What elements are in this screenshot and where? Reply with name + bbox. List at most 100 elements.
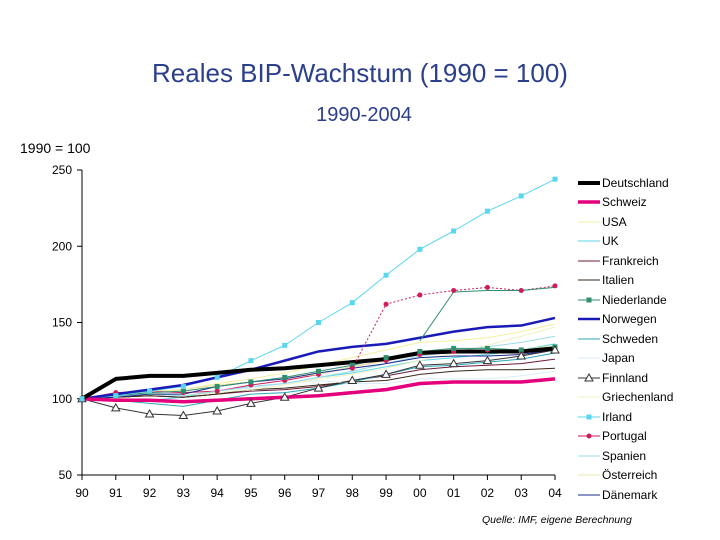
overlay-series-point-0 bbox=[349, 365, 355, 371]
series-point-6 bbox=[451, 345, 457, 351]
legend-marker bbox=[586, 414, 592, 420]
series-point-12 bbox=[282, 342, 288, 348]
legend-swatch bbox=[578, 318, 600, 321]
y-tick-label: 150 bbox=[52, 316, 72, 330]
legend-item: Portugal bbox=[578, 427, 673, 447]
chart-legend: Deutschland Schweiz USA UK Frankreich Italien… bbox=[578, 173, 673, 505]
legend-label: UK bbox=[602, 234, 619, 249]
legend-swatch bbox=[578, 455, 600, 457]
series-point-10 bbox=[516, 351, 527, 360]
legend-item: USA bbox=[578, 212, 673, 232]
x-tick-label: 00 bbox=[413, 486, 427, 500]
chart-title: Reales BIP-Wachstum (1990 = 100) bbox=[152, 58, 568, 88]
legend-swatch bbox=[578, 200, 600, 204]
series-point-10 bbox=[178, 410, 189, 420]
legend-label: Schweiz bbox=[602, 195, 647, 210]
series-point-10 bbox=[347, 375, 358, 384]
x-tick-label: 01 bbox=[447, 486, 461, 500]
y-tick-label: 250 bbox=[52, 163, 72, 177]
y-tick-label: 100 bbox=[52, 392, 72, 406]
legend-item: UK bbox=[578, 232, 673, 252]
legend-swatch bbox=[578, 260, 600, 262]
series-line-7 bbox=[81, 316, 556, 400]
x-tick-label: 04 bbox=[548, 486, 562, 500]
series-point-12 bbox=[248, 358, 254, 364]
overlay-series-point-0 bbox=[518, 287, 524, 293]
legend-swatch bbox=[578, 221, 600, 223]
series-point-6 bbox=[282, 374, 288, 380]
chart-subtitle: 1990-2004 bbox=[316, 104, 412, 126]
legend-swatch bbox=[578, 372, 600, 382]
source-note: Quelle: IMF, eigene Berechnung bbox=[482, 514, 632, 526]
y-tick-label: 200 bbox=[52, 239, 72, 253]
series-point-12 bbox=[316, 320, 321, 325]
legend-marker bbox=[584, 372, 594, 382]
x-tick-label: 94 bbox=[210, 486, 224, 500]
legend-label: Irland bbox=[602, 409, 633, 424]
series-point-6 bbox=[417, 348, 423, 354]
legend-label: Niederlande bbox=[602, 292, 667, 307]
legend-label: Schweden bbox=[602, 331, 659, 346]
series-point-6 bbox=[180, 388, 186, 394]
series-point-10 bbox=[279, 392, 290, 401]
series-point-10 bbox=[144, 408, 155, 418]
legend-marker bbox=[586, 297, 592, 303]
legend-item: Österreich bbox=[578, 466, 673, 486]
x-tick-label: 97 bbox=[312, 486, 326, 500]
series-point-10 bbox=[313, 383, 324, 392]
legend-label: Dänemark bbox=[602, 487, 658, 502]
legend-label: Spanien bbox=[602, 448, 647, 463]
series-point-12 bbox=[214, 374, 220, 380]
legend-label: USA bbox=[602, 214, 627, 229]
legend-swatch bbox=[578, 279, 600, 281]
series-point-6 bbox=[248, 379, 254, 385]
series-point-13 bbox=[214, 388, 220, 394]
y-axis-unit-label: 1990 = 100 bbox=[20, 140, 91, 156]
x-tick-label: 96 bbox=[278, 486, 292, 500]
series-point-12 bbox=[552, 176, 558, 182]
series-point-10 bbox=[550, 344, 560, 354]
x-tick-label: 95 bbox=[244, 486, 258, 500]
legend-label: Norwegen bbox=[602, 312, 657, 327]
legend-label: Österreich bbox=[602, 468, 658, 483]
series-line-1 bbox=[81, 377, 556, 404]
legend-item: Frankreich bbox=[578, 251, 673, 271]
series-point-10 bbox=[381, 369, 391, 378]
series-point-6 bbox=[349, 362, 355, 368]
legend-swatch bbox=[578, 474, 600, 476]
series-point-6 bbox=[214, 384, 220, 390]
legend-label: Portugal bbox=[602, 429, 647, 444]
legend-item: Japan bbox=[578, 349, 673, 369]
series-point-10 bbox=[212, 405, 223, 415]
series-point-12 bbox=[484, 208, 490, 214]
series-point-10 bbox=[482, 355, 493, 365]
legend-label: Griechenland bbox=[602, 390, 674, 405]
x-tick-label: 02 bbox=[481, 486, 495, 500]
x-tick-label: 03 bbox=[515, 486, 529, 500]
legend-label: Italien bbox=[602, 273, 635, 288]
overlay-series-point-0 bbox=[552, 283, 558, 289]
series-point-10 bbox=[448, 358, 459, 368]
series-point-12 bbox=[451, 228, 457, 234]
y-tick-label: 50 bbox=[59, 468, 73, 482]
legend-item: Schweden bbox=[578, 329, 673, 349]
chart-series-lines bbox=[80, 178, 556, 417]
series-line-11 bbox=[81, 326, 556, 400]
legend-item: Norwegen bbox=[578, 310, 673, 330]
series-point-12 bbox=[417, 246, 423, 252]
legend-item: Spanien bbox=[578, 446, 673, 466]
legend-item: Irland bbox=[578, 407, 673, 427]
series-point-6 bbox=[316, 368, 321, 374]
legend-swatch bbox=[578, 494, 600, 496]
legend-item: Italien bbox=[578, 271, 673, 291]
legend-label: Japan bbox=[602, 351, 635, 366]
legend-label: Finnland bbox=[602, 370, 649, 385]
chart-axes: 50 100 150 200 250 90 91 92 93 94 95 96 97 98 99 00 01 02… bbox=[52, 163, 562, 500]
legend-label: Deutschland bbox=[602, 175, 669, 190]
legend-item: Schweiz bbox=[578, 193, 673, 213]
series-point-12 bbox=[518, 193, 524, 199]
legend-swatch bbox=[578, 357, 600, 359]
legend-swatch bbox=[578, 414, 600, 420]
legend-item: Finnland bbox=[578, 368, 673, 388]
